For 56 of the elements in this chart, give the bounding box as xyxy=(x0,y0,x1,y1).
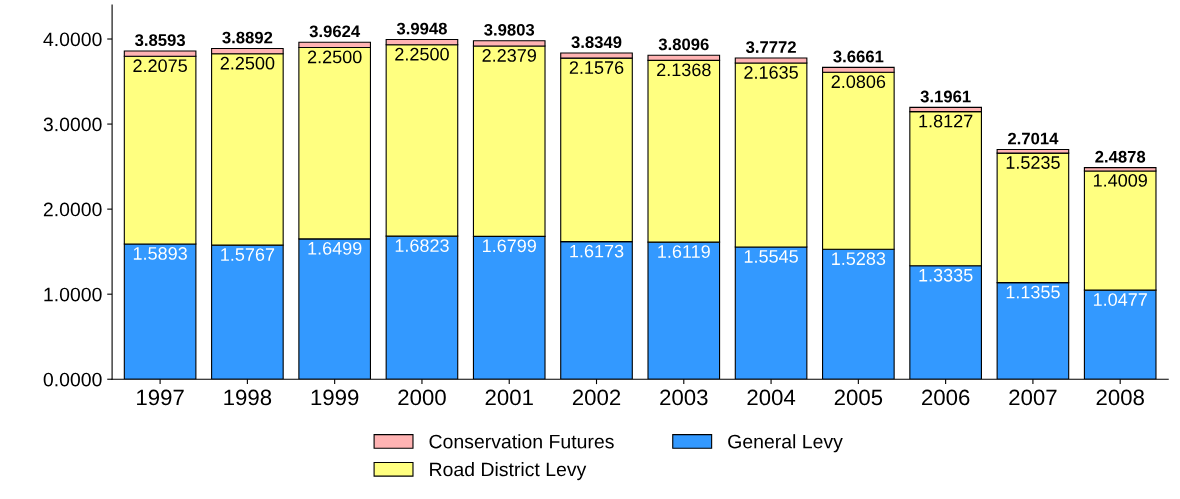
x-tick-label: 1997 xyxy=(137,389,184,406)
data-label: 1.5283 xyxy=(832,252,886,266)
x-tick-label: 2003 xyxy=(660,389,708,406)
legend-label: Road District Levy xyxy=(430,462,587,481)
x-tick-label: 2008 xyxy=(1096,389,1144,406)
data-label: 2.1635 xyxy=(744,66,798,79)
data-label: 1.5767 xyxy=(221,248,275,261)
data-label: 1.6119 xyxy=(658,245,710,258)
data-label: 1.5235 xyxy=(1006,156,1060,169)
data-label: 2.2500 xyxy=(307,50,362,64)
data-label: 2.0806 xyxy=(831,75,886,89)
x-tick-label: 2006 xyxy=(922,389,970,406)
data-label: 1.6499 xyxy=(308,241,362,255)
total-label: 3.8349 xyxy=(571,36,622,49)
total-label: 3.7772 xyxy=(745,41,796,53)
data-label: 1.8127 xyxy=(919,114,973,128)
data-label: 1.5545 xyxy=(744,250,798,263)
x-tick-label: 2002 xyxy=(572,389,621,406)
data-label: 1.4009 xyxy=(1093,174,1147,187)
x-tick-label: 2001 xyxy=(485,389,533,406)
total-label: 3.8593 xyxy=(135,34,185,47)
total-label: 3.9624 xyxy=(309,25,361,38)
data-label: 2.2379 xyxy=(482,49,536,62)
data-label: 1.1355 xyxy=(1006,285,1060,299)
data-label: 1.6823 xyxy=(395,239,449,252)
y-tick-label: 4.0000 xyxy=(43,32,102,47)
data-label: 1.3335 xyxy=(919,268,973,282)
legend-label: Conservation Futures xyxy=(429,434,614,449)
x-tick-label: 1998 xyxy=(224,389,272,406)
total-label: 3.1961 xyxy=(920,90,971,103)
x-tick-label: 2007 xyxy=(1009,389,1057,406)
data-label: 2.2500 xyxy=(395,47,449,61)
x-tick-label: 2000 xyxy=(398,389,446,406)
x-tick-label: 2005 xyxy=(834,389,883,406)
total-label: 3.8892 xyxy=(222,31,273,44)
y-tick-label: 2.0000 xyxy=(43,202,102,217)
x-tick-label: 1999 xyxy=(311,389,359,406)
data-label: 2.1576 xyxy=(569,61,624,74)
data-label: 1.6799 xyxy=(483,239,536,253)
y-tick-label: 1.0000 xyxy=(44,287,102,302)
data-label: 1.6173 xyxy=(570,244,624,258)
legend-label: General Levy xyxy=(728,434,843,453)
y-tick-label: 3.0000 xyxy=(43,117,102,132)
data-label: 1.5893 xyxy=(133,247,187,260)
data-label: 1.0477 xyxy=(1093,293,1147,306)
data-label: 2.2500 xyxy=(220,56,275,70)
total-label: 3.6661 xyxy=(833,50,884,63)
data-label: 2.2075 xyxy=(133,59,187,73)
total-label: 2.7014 xyxy=(1008,132,1059,145)
y-tick-label: 0.0000 xyxy=(43,372,102,387)
total-label: 2.4878 xyxy=(1095,150,1146,163)
data-label: 2.1368 xyxy=(657,63,711,77)
total-label: 3.9803 xyxy=(484,23,535,36)
total-label: 3.9948 xyxy=(396,22,447,35)
x-tick-label: 2004 xyxy=(747,389,796,406)
total-label: 3.8096 xyxy=(658,38,709,51)
